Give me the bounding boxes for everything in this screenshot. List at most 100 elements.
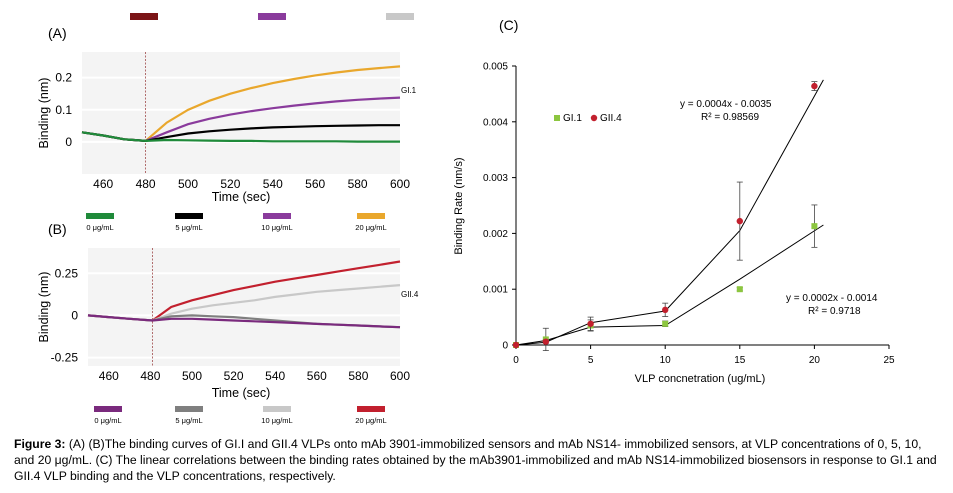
x-tick-label: 15 (734, 355, 746, 366)
x-tick-label: 520 (220, 177, 240, 191)
x-tick-label: 480 (140, 369, 160, 383)
panel-b-plot-area (88, 248, 400, 366)
y-tick-label: -0.25 (51, 351, 79, 365)
panel-a-label: (A) (48, 25, 67, 41)
gi1-equation: y = 0.0002x - 0.0014 (786, 293, 878, 304)
y-tick-label: 0.004 (483, 117, 508, 128)
legend-swatch (175, 213, 203, 219)
legend-label: 0 μg/mL (94, 416, 121, 425)
x-tick-label: 600 (390, 177, 410, 191)
legend-swatch (175, 406, 203, 412)
legend-label: 10 μg/mL (261, 223, 292, 232)
panel-b-axes: 460 480 500 520 540 560 580 600 0.25 0 -0.25 (51, 266, 411, 383)
legend-swatch (263, 406, 291, 412)
panel-a-top-swatches (130, 13, 414, 20)
x-tick-label: 540 (263, 177, 283, 191)
panel-a: (A) 460 480 500 520 540 560 580 600 0.2 0.1 0 GI.1… (37, 13, 417, 232)
gii4-equation: y = 0.0004x - 0.0035 (680, 99, 772, 110)
panel-c-label: (C) (499, 17, 518, 33)
data-point-gii4 (512, 341, 520, 349)
panel-a-ylabel: Binding (nm) (37, 78, 51, 149)
panel-c-points (512, 81, 818, 351)
gii4-r2: R² = 0.98569 (701, 112, 760, 123)
data-point-gi1 (811, 223, 818, 230)
data-point-gii4 (542, 338, 550, 345)
panel-c-xlabel: VLP concnetration (ug/mL) (635, 373, 766, 385)
y-tick-label: 0.005 (483, 62, 508, 73)
fit-line-gii.4 (515, 79, 824, 346)
x-tick-label: 0 (513, 355, 519, 366)
x-tick-label: 600 (390, 369, 410, 383)
data-point-gii4 (736, 217, 743, 225)
y-tick-label: 0.25 (55, 266, 79, 280)
panel-b-ylabel: Binding (nm) (37, 272, 51, 343)
panel-b-label: (B) (48, 221, 67, 237)
legend-swatch (94, 406, 122, 412)
top-swatch (258, 13, 286, 20)
y-tick-label: 0.1 (55, 103, 72, 117)
y-tick-label: 0 (65, 135, 72, 149)
panel-a-legend: 0 μg/mL 5 μg/mL 10 μg/mL 20 μg/mL (86, 213, 387, 232)
legend-marker-gi1 (554, 115, 560, 121)
panel-b-xlabel: Time (sec) (212, 386, 271, 400)
panel-c-legend: GI.1 GII.4 (554, 113, 622, 124)
panel-a-xlabel: Time (sec) (212, 190, 271, 204)
legend-label-gi1: GI.1 (563, 113, 582, 124)
y-tick-label: 0.2 (55, 71, 72, 85)
legend-swatch (263, 213, 291, 219)
top-swatch (386, 13, 414, 20)
fit-line-gi.1 (515, 224, 824, 346)
x-tick-label: 460 (99, 369, 119, 383)
figure-caption: Figure 3: (A) (B)The binding curves of G… (14, 436, 944, 484)
x-tick-label: 460 (93, 177, 113, 191)
gi1-r2: R² = 0.9718 (808, 306, 861, 317)
y-tick-label: 0.003 (483, 173, 508, 184)
legend-label: 10 μg/mL (261, 416, 292, 425)
x-tick-label: 5 (588, 355, 594, 366)
caption-text: (A) (B)The binding curves of GI.I and GI… (14, 437, 937, 483)
top-swatch (130, 13, 158, 20)
panel-a-axes: 460 480 500 520 540 560 580 600 0.2 0.1 0 (55, 71, 410, 191)
legend-label: 0 μg/mL (86, 223, 113, 232)
x-tick-label: 580 (348, 369, 368, 383)
x-tick-label: 500 (178, 177, 198, 191)
x-tick-label: 480 (136, 177, 156, 191)
panel-c-ylabel: Binding Rate (nm/s) (453, 157, 465, 254)
data-point-gii4 (811, 82, 818, 90)
legend-label: 5 μg/mL (175, 416, 202, 425)
legend-swatch (86, 213, 114, 219)
x-tick-label: 25 (883, 355, 895, 366)
panel-a-curves (81, 65, 401, 143)
legend-label: 20 μg/mL (355, 416, 386, 425)
legend-label: 20 μg/mL (355, 223, 386, 232)
panel-b: (B) 460 480 500 520 540 560 580 600 0.25 0 -0.25 G… (37, 221, 419, 425)
data-point-gii4 (587, 320, 594, 327)
x-tick-label: 560 (307, 369, 327, 383)
y-tick-label: 0.001 (483, 285, 508, 296)
caption-label: Figure 3: (14, 437, 66, 451)
legend-swatch (357, 213, 385, 219)
panel-c-axes: 0 0.001 0.002 0.003 0.004 0.005 0 5 10 15 20 25 (483, 62, 895, 367)
x-tick-label: 520 (224, 369, 244, 383)
x-tick-label: 500 (182, 369, 202, 383)
legend-label-gii4: GII.4 (600, 113, 622, 124)
y-tick-label: 0 (502, 341, 508, 352)
data-point-gii4 (662, 306, 669, 314)
x-tick-label: 580 (348, 177, 368, 191)
panel-b-curves (87, 260, 401, 329)
legend-label: 5 μg/mL (175, 223, 202, 232)
x-tick-label: 540 (265, 369, 285, 383)
x-tick-label: 20 (809, 355, 821, 366)
binding-curve-0gml-ugml (81, 131, 400, 143)
legend-swatch (357, 406, 385, 412)
legend-marker-gii4 (590, 114, 598, 122)
panel-b-curve-label: GII.4 (401, 290, 419, 299)
panel-b-grid (88, 248, 400, 366)
x-tick-label: 560 (305, 177, 325, 191)
binding-curve-0gml-ugml (87, 314, 401, 329)
x-tick-label: 10 (660, 355, 672, 366)
y-tick-label: 0 (71, 308, 78, 322)
data-point-gi1 (736, 286, 743, 293)
panel-c: (C) 0 0.001 0.002 0.003 0.004 0.005 0 5 10 15 20 25… (453, 17, 895, 385)
